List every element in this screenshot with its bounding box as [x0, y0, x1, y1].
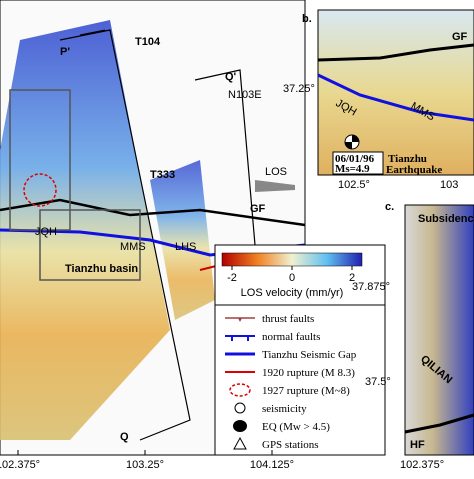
colorbar-label: LOS velocity (mm/yr) — [241, 287, 344, 299]
label: P' — [60, 46, 70, 58]
colorbar-tick-label: 0 — [289, 272, 295, 284]
legend-symbol — [234, 402, 246, 414]
panel-letter: c. — [385, 201, 394, 213]
label-box — [332, 151, 384, 175]
legend-items: thrust faults normal faults Tianzhu Seismi… — [225, 313, 357, 451]
legend-label: normal faults — [262, 331, 320, 343]
x-tick-label: 104.125° — [250, 459, 294, 471]
label: T104 — [135, 36, 161, 48]
colorbar-tick-label: -2 — [227, 272, 237, 284]
legend-label: 1927 rupture (M~8) — [262, 385, 350, 397]
panel-frame — [404, 204, 474, 456]
x-tick-label: 102.5° — [338, 179, 370, 191]
legend-symbol — [233, 436, 247, 450]
label: T333 — [150, 169, 175, 181]
x-tick-label: 102.375° — [0, 459, 40, 471]
label: MMS — [120, 241, 146, 253]
label: JQH — [35, 226, 57, 238]
label: Q' — [225, 71, 237, 83]
y-tick-label: 37.25° — [283, 83, 315, 95]
x-axis: 102.375° 103.25° 104.125° — [0, 450, 294, 471]
label: GF — [250, 203, 266, 215]
fault — [317, 43, 474, 62]
colorbar — [221, 252, 363, 267]
legend-label: 1920 rupture (M 8.3) — [262, 367, 355, 379]
x-tick-label: 103.25° — [126, 459, 164, 471]
colorbar-ticks: -2 0 2 — [227, 266, 355, 284]
label: Subsidence — [418, 213, 474, 225]
legend-label: thrust faults — [262, 313, 314, 325]
y-tick-label: 37.875° — [352, 281, 390, 293]
legend-frame — [214, 244, 386, 456]
legend-symbol — [229, 383, 251, 397]
insar-track-t104 — [0, 20, 170, 440]
panel-frame — [317, 9, 474, 176]
fault — [0, 198, 306, 227]
eq-beachball — [345, 135, 359, 149]
label: GF — [452, 31, 468, 43]
profile-line — [79, 29, 106, 36]
inset-box — [39, 209, 141, 281]
los-arrow — [255, 180, 295, 192]
label: Tianzhu — [388, 153, 427, 165]
panel-c: c. Subsidence 37.875° 37.5° QILIAN HF 10… — [352, 201, 474, 471]
legend-symbol — [233, 420, 247, 432]
label: Q — [120, 431, 129, 443]
label: N103E — [228, 89, 262, 101]
x-tick-label: 102.375° — [400, 459, 444, 471]
legend-label: GPS stations — [262, 439, 319, 451]
panel-letter: b. — [302, 13, 312, 25]
seismic-gap — [317, 73, 474, 122]
legend-label: Tianzhu Seismic Gap — [262, 349, 357, 361]
y-tick-label: 37.5° — [365, 376, 391, 388]
fault — [404, 413, 474, 434]
insar-track-t333 — [150, 160, 215, 320]
legend-panel: -2 0 2 LOS velocity (mm/yr) thrust faults n… — [214, 244, 386, 456]
legend-symbol — [238, 318, 242, 322]
label: HF — [410, 439, 425, 451]
label: Earthquake — [386, 164, 442, 176]
label: 06/01/96 — [335, 153, 375, 165]
main-map: P' T104 Q' N103E T333 LOS GF JQH MMS LHS… — [0, 0, 306, 456]
legend-label: seismicity — [262, 403, 307, 415]
profile-box — [59, 29, 191, 441]
label: Tianzhu basin — [65, 263, 138, 275]
label: Ms=4.9 — [335, 163, 370, 175]
legend-label: EQ (Mw > 4.5) — [262, 421, 330, 433]
panel-b: b. GF 37.25° JQH MMS 06/01/96 Tianzhu Ms… — [283, 9, 474, 191]
label: LHS — [175, 241, 196, 253]
colorbar-tick-label: 2 — [349, 272, 355, 284]
rupture-1927 — [23, 173, 57, 207]
label: LOS — [265, 166, 287, 178]
x-tick-label: 103 — [440, 179, 458, 191]
